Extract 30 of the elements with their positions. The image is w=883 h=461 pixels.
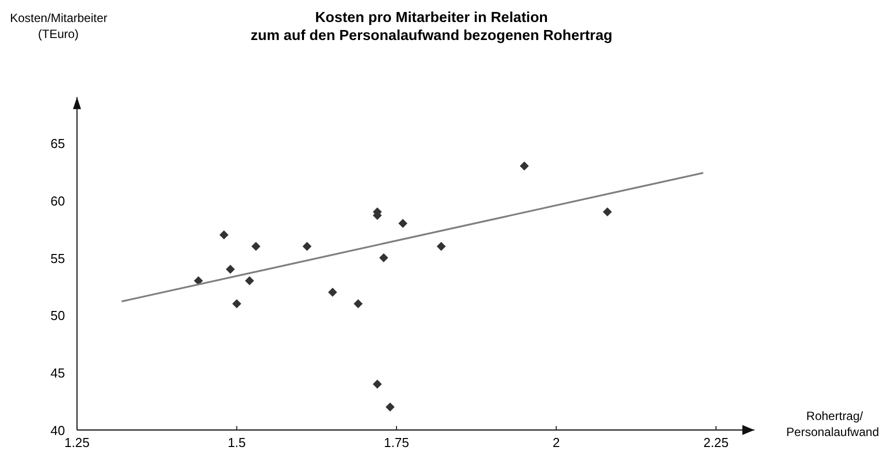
y-tick-label: 65 — [50, 136, 65, 151]
point — [194, 276, 203, 286]
x-tick-label: 1.75 — [384, 435, 410, 450]
x-tick-label: 1.25 — [64, 435, 90, 450]
point — [372, 380, 382, 389]
point — [219, 230, 228, 240]
point — [436, 242, 446, 251]
point — [226, 264, 235, 274]
y-axis-title: Kosten/Mitarbeiter (TEuro) — [10, 11, 108, 41]
y-tick-label: 60 — [50, 193, 65, 208]
point — [245, 276, 254, 286]
x-tick-label: 2.25 — [703, 435, 729, 450]
point — [398, 218, 408, 228]
point — [354, 299, 363, 308]
point — [232, 299, 242, 308]
point — [386, 402, 395, 412]
x-axis-title: Rohertrag/ Personalaufwand — [786, 409, 879, 439]
y-tick-label: 50 — [50, 308, 65, 324]
y-tick-label: 55 — [50, 250, 65, 266]
point — [251, 242, 260, 251]
y-tick-label: 40 — [50, 423, 65, 438]
chart-title: Kosten pro Mitarbeiter in Relation zum auf den Personalaufwand bezogenen Rohertrag — [250, 10, 612, 44]
point — [602, 207, 612, 216]
x-tick-label: 2 — [552, 435, 560, 450]
point — [520, 161, 529, 170]
y-tick-label: 45 — [50, 366, 65, 381]
point — [302, 242, 312, 251]
point — [379, 253, 388, 262]
point — [328, 288, 338, 297]
x-tick-label: 1.5 — [228, 435, 246, 450]
